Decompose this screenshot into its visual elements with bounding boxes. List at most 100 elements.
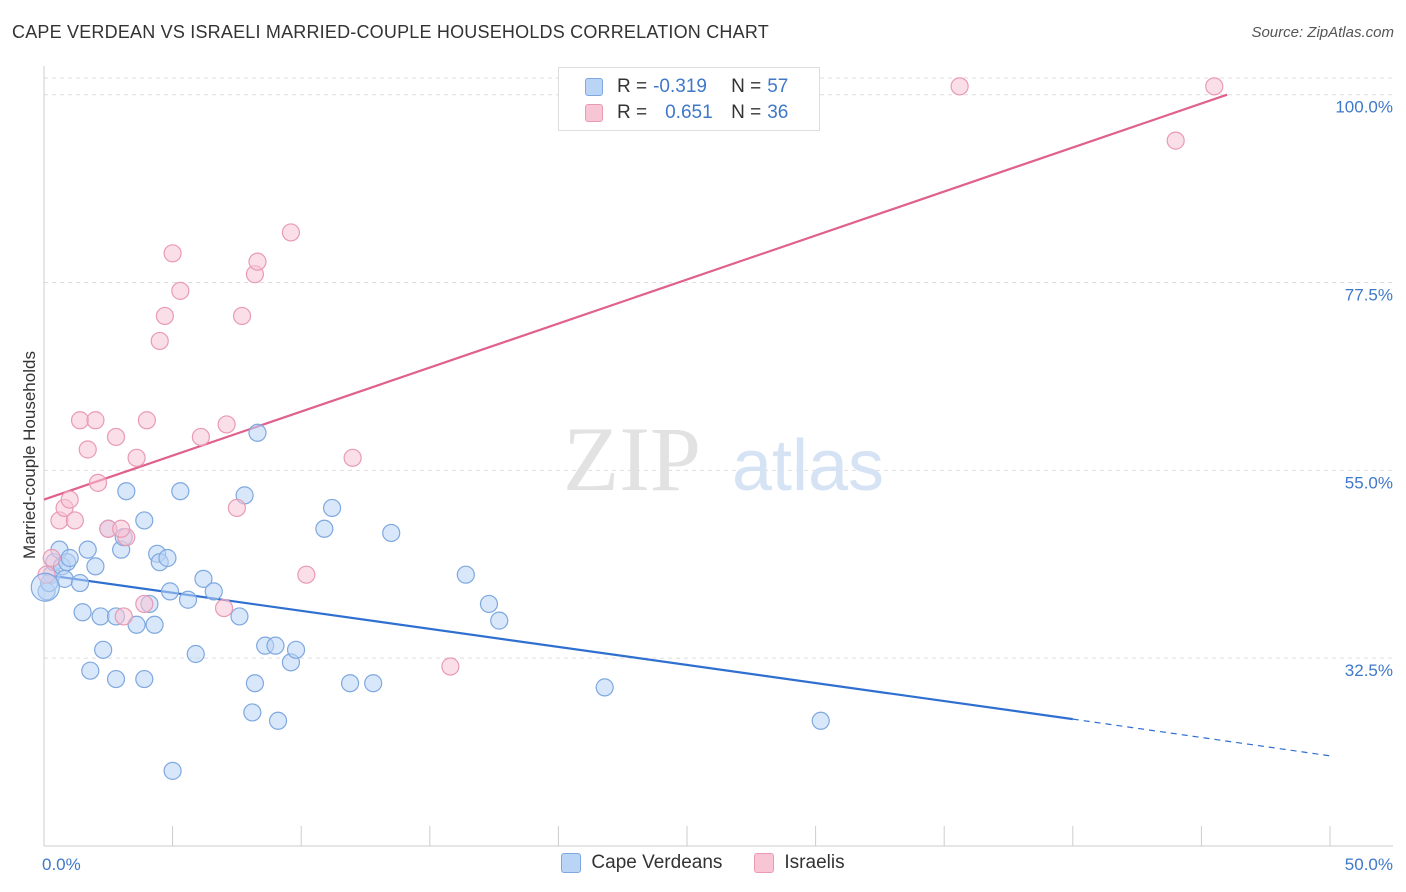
- israeli-point: [78, 440, 97, 459]
- israeli-point: [214, 598, 234, 618]
- cape-verdean-point: [382, 523, 401, 543]
- watermark-zip: ZIP: [563, 408, 701, 510]
- cape-verdean-point: [811, 711, 830, 730]
- cape-verdean-point: [479, 594, 499, 614]
- israeli-point: [950, 77, 969, 96]
- cape-verdean-point: [204, 582, 223, 601]
- cape-verdean-point: [127, 615, 146, 634]
- n-value: 57: [767, 76, 789, 97]
- cape-verdean-point: [91, 607, 110, 626]
- cape-verdean-trendline-extension: [1072, 718, 1331, 757]
- israeli-point: [42, 548, 61, 568]
- israeli-point: [297, 565, 316, 584]
- israeli-point: [150, 331, 169, 351]
- israeli-point: [217, 415, 236, 434]
- x-tick-label: 0.0%: [42, 855, 81, 874]
- n-value: 36: [767, 102, 789, 123]
- r-label: R =: [617, 76, 648, 97]
- pink-swatch-icon: [585, 104, 603, 122]
- y-tick-label: 100.0%: [1335, 98, 1393, 117]
- cape-verdean-point: [160, 582, 180, 601]
- israeli-point: [60, 490, 79, 509]
- blue-swatch-icon: [561, 853, 582, 873]
- legend-label: Cape Verdeans: [591, 852, 723, 873]
- cape-verdean-point: [171, 482, 190, 501]
- cape-verdean-point: [70, 573, 90, 593]
- cape-verdean-point: [30, 572, 60, 602]
- israeli-point: [171, 281, 190, 300]
- cape-verdean-point: [60, 548, 79, 568]
- cape-verdean-point: [322, 498, 342, 518]
- cape-verdean-point: [268, 711, 288, 730]
- israeli-point: [227, 498, 246, 518]
- israeli-point: [343, 448, 362, 467]
- y-axis-label: Married-couple Households: [20, 351, 39, 559]
- chart-title: CAPE VERDEAN VS ISRAELI MARRIED-COUPLE H…: [12, 22, 769, 42]
- legend-label: Israelis: [784, 852, 845, 873]
- r-label: R =: [617, 102, 648, 123]
- cape-verdean-point: [81, 661, 100, 680]
- israeli-point: [65, 511, 84, 530]
- cape-verdean-point: [315, 519, 334, 538]
- n-label: N =: [731, 102, 762, 123]
- correlation-legend: R = -0.319 N = 57 R = 0.651 N = 36: [558, 67, 820, 131]
- points-layer: [30, 77, 1224, 780]
- cape-verdean-point: [86, 557, 105, 576]
- cape-verdean-point: [94, 640, 113, 659]
- y-tick-label: 55.0%: [1345, 473, 1393, 492]
- israeli-point: [137, 411, 156, 430]
- israeli-point: [281, 223, 301, 242]
- cape-verdean-point: [340, 674, 360, 693]
- israeli-trendline: [43, 93, 1228, 501]
- israeli-point: [112, 519, 131, 538]
- n-label: N =: [731, 76, 762, 97]
- cape-verdean-point: [243, 703, 262, 722]
- israeli-point: [191, 427, 210, 447]
- legend-item-cape-verdeans[interactable]: Cape Verdeans: [561, 852, 722, 874]
- pink-swatch-icon: [754, 853, 775, 873]
- cape-verdean-point: [135, 511, 154, 530]
- axes-layer: [43, 66, 1393, 847]
- cape-verdean-point: [73, 603, 92, 622]
- cape-verdean-point: [286, 640, 306, 659]
- cape-verdean-point: [178, 590, 198, 609]
- cape-verdean-point: [230, 607, 249, 626]
- israeli-point: [86, 411, 105, 430]
- israeli-point: [114, 607, 133, 626]
- israeli-point: [70, 411, 90, 430]
- legend-row-israelis: R = 0.651 N = 36: [585, 100, 788, 126]
- cape-verdean-point: [245, 674, 265, 693]
- cape-verdean-point: [106, 669, 126, 689]
- cape-verdean-point: [490, 611, 509, 630]
- r-value: -0.319: [653, 76, 707, 97]
- israeli-point: [127, 448, 146, 467]
- israeli-point: [232, 306, 252, 326]
- cape-verdean-point: [145, 615, 164, 634]
- israeli-point: [163, 244, 182, 263]
- cape-verdean-point: [194, 569, 213, 588]
- y-tick-label: 77.5%: [1345, 286, 1393, 305]
- tick-label-layer: 32.5% 55.0% 77.5% 100.0% 0.0% 50.0%: [42, 98, 1393, 874]
- cape-verdean-point: [248, 423, 267, 442]
- cape-verdean-point: [364, 674, 383, 693]
- cape-verdean-point: [78, 540, 97, 559]
- israeli-point: [1166, 131, 1185, 150]
- cape-verdean-point: [186, 644, 205, 664]
- israeli-point: [248, 252, 267, 271]
- cape-verdean-point: [266, 636, 285, 655]
- israeli-point: [135, 594, 154, 614]
- israeli-point: [1205, 77, 1224, 96]
- blue-swatch-icon: [585, 78, 603, 96]
- israeli-point: [106, 427, 126, 447]
- y-tick-label: 32.5%: [1345, 661, 1393, 680]
- israeli-point: [441, 657, 460, 676]
- x-tick-label: 50.0%: [1345, 855, 1393, 874]
- cape-verdean-point: [163, 761, 182, 780]
- cape-verdean-point: [117, 482, 136, 501]
- source-label: Source: ZipAtlas.com: [1251, 24, 1394, 41]
- cape-verdean-point: [158, 548, 177, 568]
- legend-item-israelis[interactable]: Israelis: [754, 852, 845, 874]
- israeli-point: [88, 473, 108, 492]
- legend-row-cape-verdeans: R = -0.319 N = 57: [585, 74, 788, 100]
